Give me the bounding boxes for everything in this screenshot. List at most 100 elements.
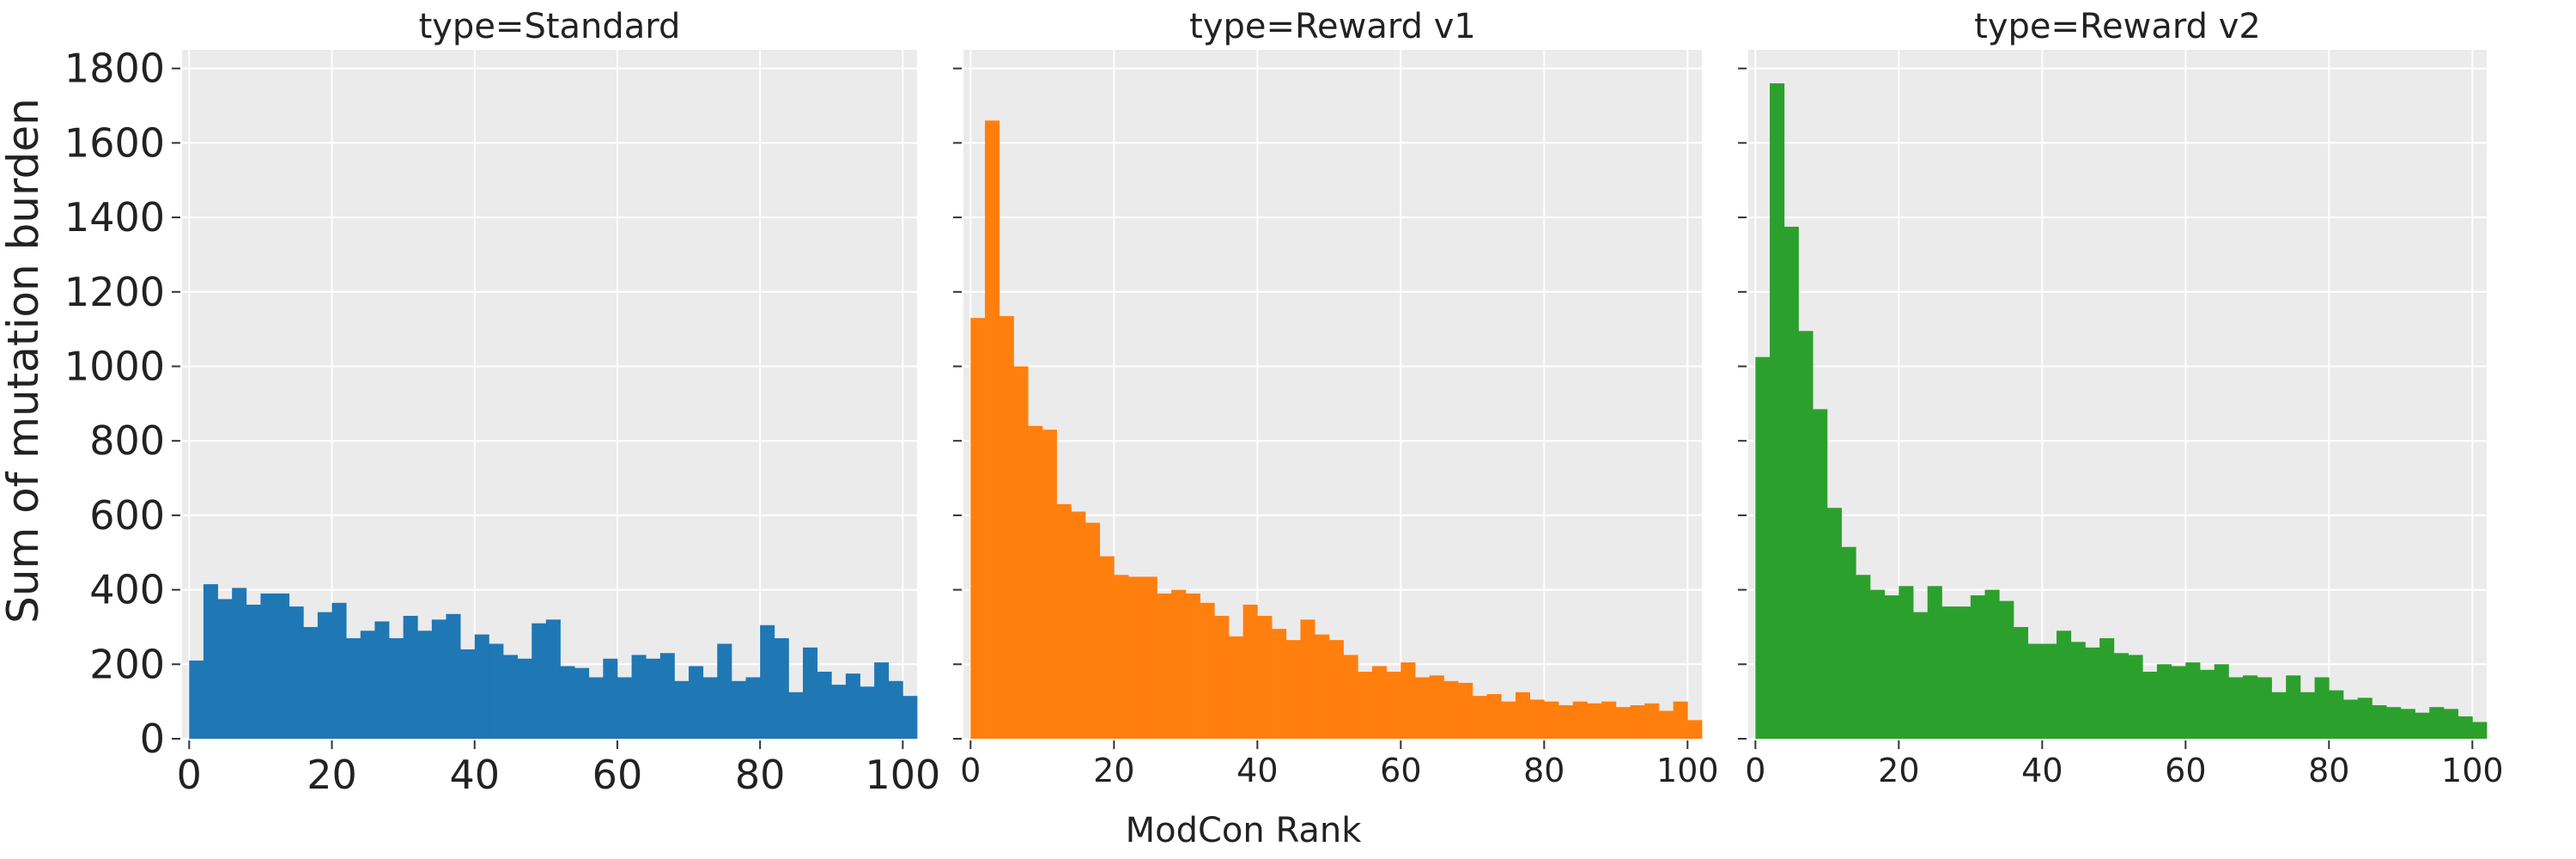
histogram-bar: [545, 619, 561, 739]
histogram-bar: [817, 671, 832, 739]
histogram-bar: [1472, 696, 1487, 739]
histogram-bar: [631, 655, 647, 739]
chart-panel-2: type=Reward v1 0 20 40 60 80 100: [953, 7, 1719, 789]
histogram-bar: [1941, 606, 1957, 739]
histogram-bar: [1899, 586, 1914, 739]
x-tick-label: 40: [1236, 752, 1278, 789]
histogram-bar: [2372, 704, 2387, 739]
histogram-bar: [2128, 655, 2143, 739]
histogram-bar: [360, 631, 375, 739]
histogram-bar: [2085, 647, 2100, 739]
histogram-bar: [1458, 682, 1473, 739]
histogram-bar: [1285, 640, 1301, 739]
y-tick-label: 800: [89, 417, 165, 464]
y-tick-label: 600: [89, 492, 165, 539]
x-tick-label: 100: [2441, 752, 2504, 789]
chart-panel-1: type=Standard020040060080010001200140016…: [64, 7, 940, 798]
histogram-bar: [1687, 720, 1703, 739]
histogram-bar: [1544, 701, 1559, 739]
histogram-bar: [203, 584, 218, 739]
histogram-bar: [217, 599, 233, 739]
histogram-bar: [2214, 664, 2229, 739]
histogram-bar: [1913, 612, 1929, 739]
histogram-bar: [588, 677, 604, 739]
histogram-bar: [970, 318, 986, 739]
histogram-bar: [275, 593, 290, 739]
histogram-bar: [2443, 709, 2459, 739]
y-tick-label: 200: [89, 641, 165, 687]
x-tick-label: 60: [1380, 752, 1421, 789]
histogram-bar: [1084, 522, 1101, 739]
histogram-bar: [1927, 586, 1942, 739]
histogram-bar: [1587, 703, 1602, 739]
histogram-bar: [831, 685, 847, 739]
panel-title: type=Reward v1: [1189, 7, 1476, 46]
histogram-bar: [646, 658, 661, 739]
histogram-bar: [289, 606, 304, 739]
y-tick-label: 1800: [64, 46, 165, 92]
histogram-bar: [2257, 677, 2272, 739]
x-tick-label: 40: [449, 752, 500, 798]
histogram-bar: [1272, 629, 1287, 739]
histogram-bar: [389, 637, 404, 739]
histogram-bar: [2200, 669, 2215, 739]
panels-layer: type=Standard020040060080010001200140016…: [64, 7, 2504, 798]
x-tick-label: 80: [2308, 752, 2349, 789]
histogram-bar: [1343, 655, 1358, 739]
histogram-bar: [417, 631, 433, 739]
histogram-bar: [1128, 576, 1144, 739]
histogram-bar: [760, 624, 775, 739]
histogram-bar: [1042, 430, 1057, 739]
histogram-bar: [1114, 575, 1129, 739]
y-tick-label: 1000: [64, 343, 165, 389]
histogram-bar: [1515, 691, 1531, 739]
histogram-bar: [2357, 698, 2372, 739]
histogram-bar: [2099, 637, 2115, 739]
histogram-bar: [845, 673, 860, 739]
histogram-bar: [1673, 701, 1688, 739]
histogram-bar: [745, 677, 761, 739]
histogram-bar: [460, 649, 476, 739]
histogram-bar: [2013, 626, 2029, 739]
histogram-bar: [1371, 666, 1388, 739]
x-tick-label: 100: [1656, 752, 1719, 789]
x-tick-label: 80: [1523, 752, 1564, 789]
x-tick-label: 20: [307, 752, 357, 798]
histogram-bar: [189, 660, 204, 739]
histogram-bar: [1242, 604, 1258, 739]
histogram-bar: [1558, 704, 1574, 739]
histogram-bar: [1501, 701, 1516, 739]
histogram-bar: [731, 680, 746, 739]
histogram-bar: [331, 602, 347, 739]
x-tick-label: 0: [1745, 752, 1765, 789]
histogram-bar: [1826, 508, 1842, 739]
histogram-bar: [803, 647, 818, 739]
histogram-bar: [2400, 709, 2415, 739]
histogram-bar: [1644, 703, 1660, 739]
histogram-bar: [2243, 675, 2258, 739]
histogram-bar: [574, 667, 590, 739]
histogram-bar: [560, 666, 575, 739]
histogram-bar: [2171, 666, 2186, 739]
histogram-bar: [1798, 331, 1814, 739]
histogram-bar: [617, 677, 632, 739]
x-tick-label: 20: [1878, 752, 1919, 789]
histogram-bar: [860, 686, 875, 739]
histogram-bar: [489, 643, 504, 739]
histogram-bar: [1486, 693, 1502, 739]
histogram-bar: [999, 315, 1014, 739]
histogram-bar: [1013, 366, 1029, 739]
histogram-bar: [346, 637, 361, 739]
histogram-bar: [474, 634, 489, 739]
y-tick-label: 1200: [64, 269, 165, 315]
histogram-bar: [1999, 600, 2014, 739]
histogram-bar: [1099, 556, 1115, 739]
x-tick-label: 40: [2021, 752, 2063, 789]
histogram-bar: [1214, 615, 1230, 739]
x-tick-label: 80: [735, 752, 786, 798]
histogram-bar: [1813, 409, 1828, 739]
histogram-bar: [1185, 593, 1200, 739]
chart-panel-3: type=Reward v2 0 20 40 60 80 100: [1738, 7, 2504, 789]
x-tick-label: 100: [865, 752, 940, 798]
histogram-bar: [2070, 642, 2086, 739]
